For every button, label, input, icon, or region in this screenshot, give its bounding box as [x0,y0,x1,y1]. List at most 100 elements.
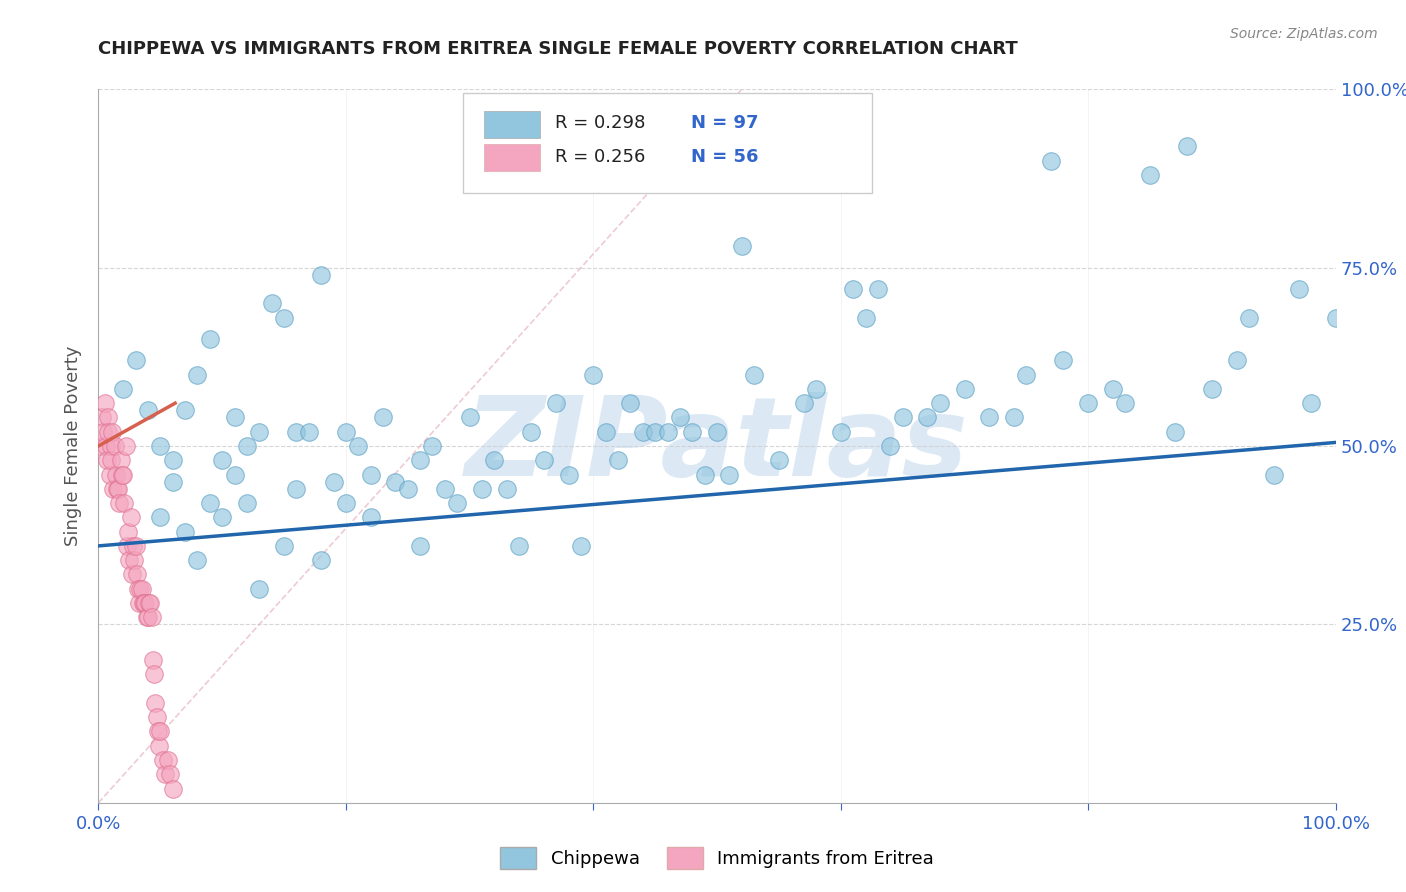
Point [132,596,155,610]
Point [742,368,765,382]
Point [1114,396,1136,410]
Point [236,439,259,453]
Point [1102,382,1125,396]
Point [143,667,166,681]
Point [953,382,976,396]
Point [174,524,197,539]
Point [174,403,197,417]
Point [335,496,357,510]
Point [139,596,162,610]
Point [508,539,530,553]
Point [495,482,517,496]
Text: ZIPatlas: ZIPatlas [465,392,969,500]
Point [607,453,630,467]
Point [533,453,555,467]
Point [211,510,233,524]
Point [146,724,169,739]
Point [693,467,716,482]
Point [247,582,270,596]
Point [347,439,370,453]
Point [582,368,605,382]
Point [1175,139,1198,153]
Point [152,753,174,767]
Point [122,539,145,553]
Point [322,475,344,489]
Point [360,510,382,524]
Point [879,439,901,453]
Point [631,425,654,439]
Point [484,453,506,467]
Point [917,410,939,425]
Point [143,696,166,710]
Point [842,282,865,296]
Point [260,296,283,310]
Point [309,268,332,282]
Y-axis label: Single Female Poverty: Single Female Poverty [65,346,83,546]
Point [557,467,579,482]
Point [149,724,172,739]
Point [830,425,852,439]
Point [1077,396,1099,410]
Point [804,382,827,396]
Point [471,482,494,496]
Point [1226,353,1249,368]
Point [135,610,157,624]
Point [855,310,877,325]
Point [104,467,127,482]
Point [793,396,815,410]
Point [1201,382,1223,396]
FancyBboxPatch shape [485,111,540,137]
Point [644,425,666,439]
Point [103,439,125,453]
Point [446,496,468,510]
Point [101,425,124,439]
Point [928,396,950,410]
Point [91,410,114,425]
Point [186,368,208,382]
Point [96,453,118,467]
Point [236,496,259,510]
Legend: Chippewa, Immigrants from Eritrea: Chippewa, Immigrants from Eritrea [494,839,941,876]
Point [138,596,160,610]
Point [384,475,406,489]
Point [94,439,117,453]
Point [100,453,122,467]
Point [124,553,146,567]
Point [115,539,138,553]
Point [124,539,146,553]
Point [1015,368,1038,382]
Point [1002,410,1025,425]
Point [335,425,357,439]
Point [125,567,148,582]
Point [273,539,295,553]
Point [162,781,184,796]
Point [396,482,419,496]
Text: CHIPPEWA VS IMMIGRANTS FROM ERITREA SINGLE FEMALE POVERTY CORRELATION CHART: CHIPPEWA VS IMMIGRANTS FROM ERITREA SING… [98,40,1018,58]
Point [128,596,150,610]
Point [211,453,233,467]
Point [1299,396,1322,410]
Point [409,539,432,553]
FancyBboxPatch shape [464,93,872,193]
Point [1237,310,1260,325]
Point [298,425,321,439]
Point [1164,425,1187,439]
Point [619,396,641,410]
Point [285,482,308,496]
Point [285,425,308,439]
Point [97,410,120,425]
Point [247,425,270,439]
Point [136,610,159,624]
Point [1040,153,1063,168]
Point [273,310,295,325]
Point [117,524,139,539]
Point [136,403,159,417]
Point [162,475,184,489]
Point [1263,467,1285,482]
Point [134,596,156,610]
Point [155,767,177,781]
Point [111,467,134,482]
Point [162,453,184,467]
Point [1288,282,1310,296]
Point [107,482,129,496]
